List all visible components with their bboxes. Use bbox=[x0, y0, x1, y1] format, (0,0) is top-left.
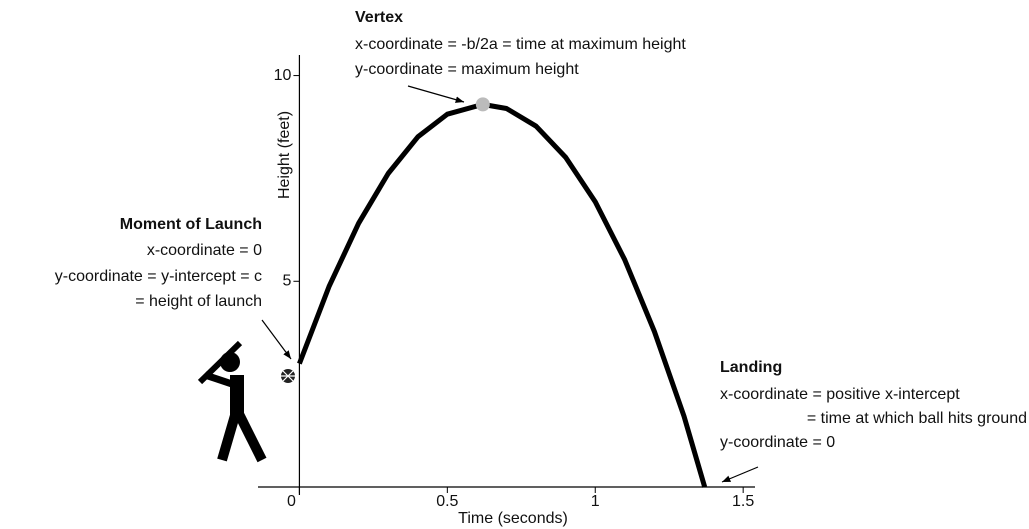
vertex-point bbox=[476, 97, 490, 111]
batter bbox=[200, 343, 262, 460]
trajectory bbox=[299, 104, 704, 487]
annotation-title: Moment of Launch bbox=[120, 216, 262, 233]
y-tick-label: 5 bbox=[283, 273, 292, 290]
annotation-line: y-coordinate = maximum height bbox=[355, 61, 579, 78]
x-tick-label: 0.5 bbox=[436, 493, 458, 510]
chart: Time (seconds) Height (feet) 0 0.5 1 1.5 5 10… bbox=[0, 0, 1029, 529]
x-axis-label: Time (seconds) bbox=[458, 510, 568, 527]
x-tick-label: 1 bbox=[591, 493, 600, 510]
annotation-line: x-coordinate = 0 bbox=[147, 242, 262, 259]
ball bbox=[281, 369, 295, 383]
x-tick-label: 1.5 bbox=[732, 493, 754, 510]
annotation-title: Landing bbox=[720, 359, 782, 376]
annotation-line: y-coordinate = 0 bbox=[720, 434, 835, 451]
y-tick-label: 10 bbox=[274, 67, 292, 84]
x-tick-label: 0 bbox=[287, 493, 296, 510]
annotation-line: x-coordinate = -b/2a = time at maximum h… bbox=[355, 36, 686, 53]
annotation-line: y-coordinate = y-intercept = c bbox=[55, 268, 262, 285]
landing-arrow bbox=[722, 467, 758, 482]
annotation-line: x-coordinate = positive x-intercept bbox=[720, 386, 960, 403]
annotation-line: = height of launch bbox=[135, 293, 262, 310]
launch-arrow bbox=[262, 320, 291, 359]
vertex-arrow bbox=[408, 86, 464, 102]
annotation-line: = time at which ball hits ground bbox=[807, 410, 1027, 427]
annotation-title: Vertex bbox=[355, 9, 403, 26]
y-axis-label: Height (feet) bbox=[276, 111, 293, 199]
